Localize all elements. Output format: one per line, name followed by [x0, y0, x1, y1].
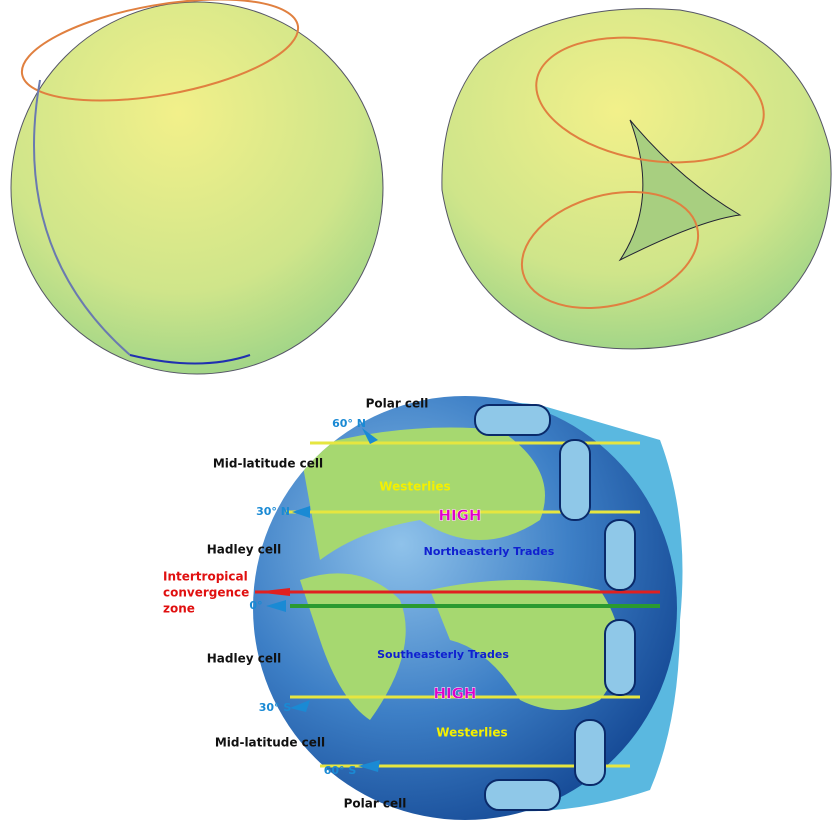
globe — [253, 396, 683, 820]
latitude-label: 30° S — [259, 701, 292, 714]
pressure-label: HIGH — [438, 507, 481, 525]
cell-label: Hadley cell — [207, 543, 281, 557]
latitude-label: 30° N — [256, 505, 290, 518]
itcz-label: Intertropical — [163, 570, 248, 584]
surface — [441, 8, 832, 350]
pressure-label: HIGH — [433, 685, 476, 703]
wind-label: Southeasterly Trades — [377, 648, 509, 661]
wind-label: Westerlies — [379, 480, 450, 494]
cell-label: Hadley cell — [207, 652, 281, 666]
cell-label: Mid-latitude cell — [213, 457, 323, 471]
cell-label: Mid-latitude cell — [215, 736, 325, 750]
pointers — [255, 428, 380, 772]
latitude-label: 60° S — [324, 764, 357, 777]
cell-label: Polar cell — [366, 397, 429, 411]
cell-label: Polar cell — [344, 797, 407, 811]
itcz-label: convergence — [163, 586, 249, 600]
itcz-label: zone — [163, 602, 195, 616]
sphere — [10, 0, 384, 375]
wind-label: Northeasterly Trades — [424, 545, 555, 558]
wind-label: Westerlies — [436, 726, 507, 740]
latitude-label: 0° — [249, 599, 262, 612]
latitude-label: 60° N — [332, 417, 366, 430]
